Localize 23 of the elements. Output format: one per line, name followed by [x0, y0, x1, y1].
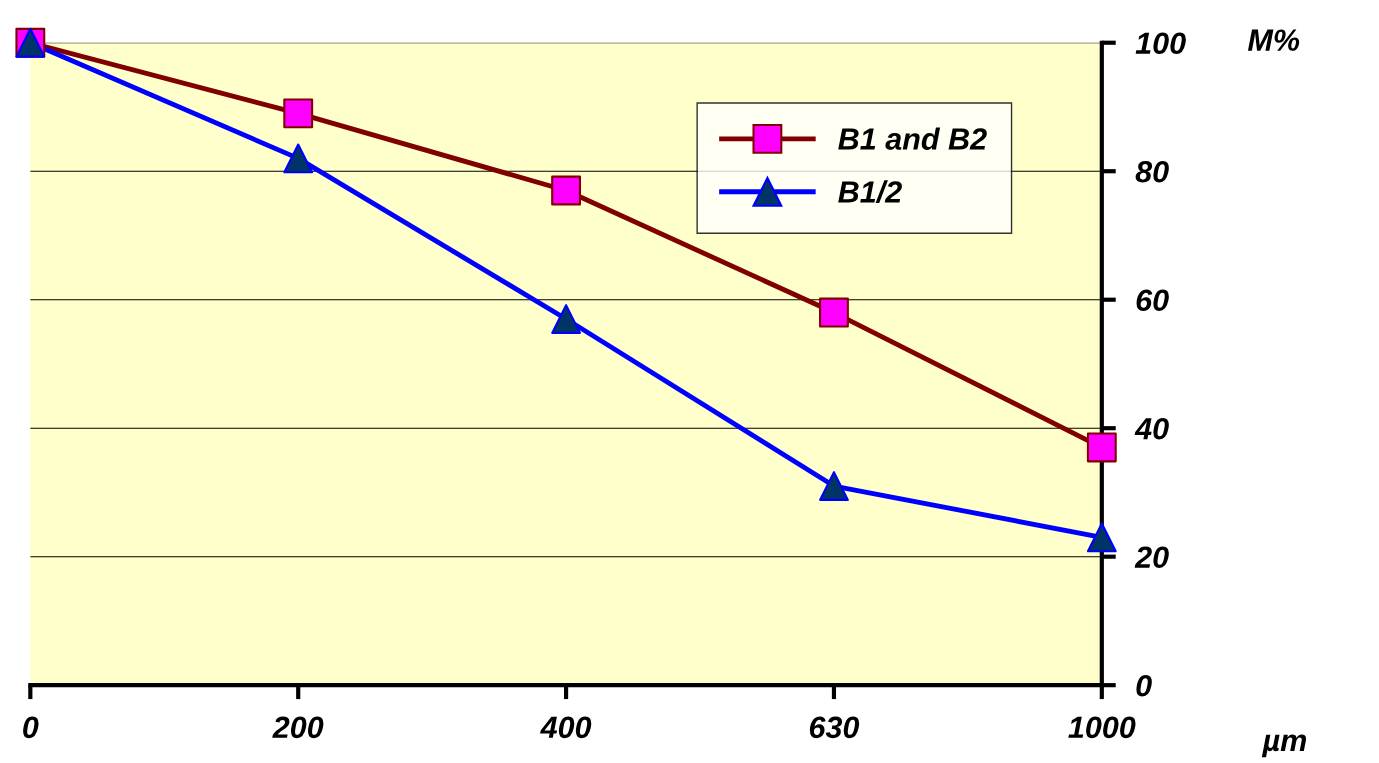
y-tick-label: 20: [1134, 546, 1169, 569]
x-tick-label: 630: [809, 716, 860, 739]
point: [551, 304, 582, 334]
x-tick-label: 400: [540, 716, 592, 739]
x-axis-title: µm: [1261, 734, 1307, 758]
x-tick-label: 200: [272, 716, 324, 739]
y-tick-label: 60: [1136, 289, 1169, 312]
point: [819, 297, 849, 328]
point: [283, 98, 314, 129]
point: [1086, 522, 1117, 553]
y-axis-title: M%: [1247, 29, 1300, 51]
point: [551, 175, 582, 206]
legend-label: B1 and B2: [838, 127, 987, 150]
point: [283, 143, 314, 174]
y-tick-label: 0: [1136, 674, 1152, 697]
x-tick-label: 1000: [1068, 716, 1136, 739]
legend-label: B1/2: [838, 180, 902, 204]
point: [819, 471, 849, 501]
y-tick-label: 100: [1135, 32, 1186, 55]
x-tick-label: 0: [23, 716, 39, 739]
y-tick-label: 40: [1134, 417, 1169, 440]
point: [1086, 432, 1117, 463]
y-tick-label: 80: [1135, 160, 1169, 183]
